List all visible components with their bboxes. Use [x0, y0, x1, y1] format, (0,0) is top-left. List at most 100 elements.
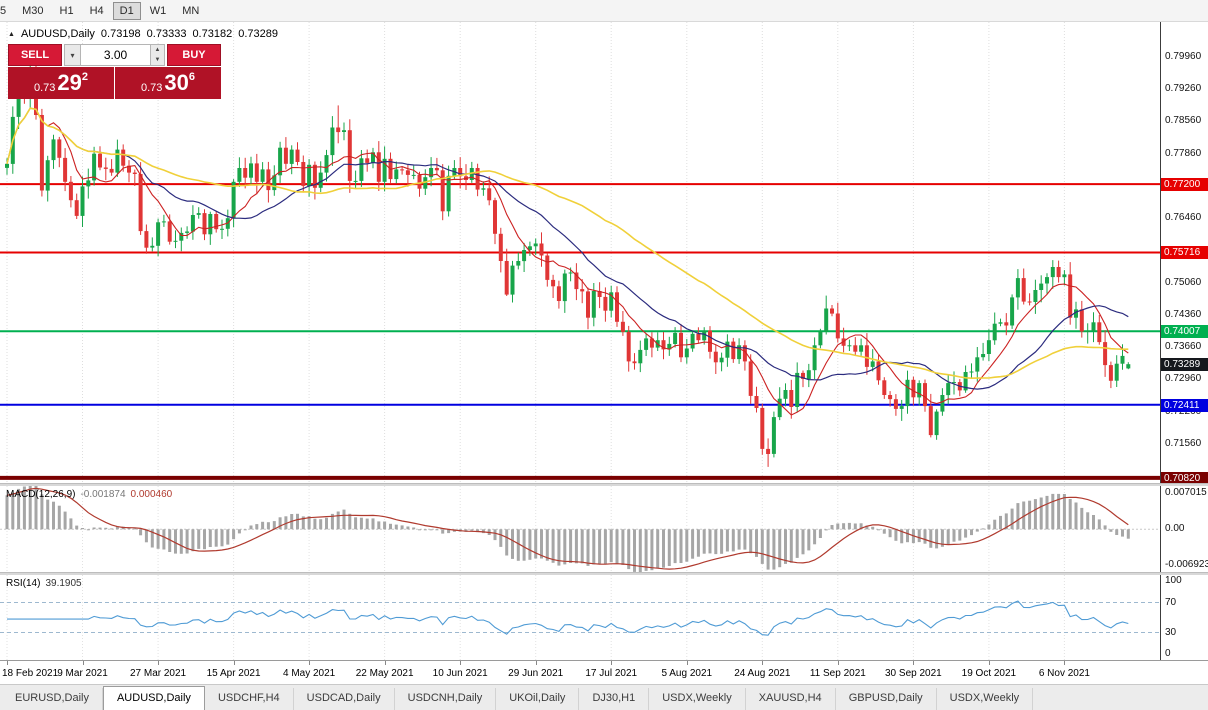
chart-tab-usdcad-daily[interactable]: USDCAD,Daily	[294, 688, 395, 710]
date-tick-mark	[762, 661, 764, 665]
macd-name: MACD(12,26,9)	[6, 489, 76, 500]
volume-dropdown-arrow-icon[interactable]: ▾	[64, 44, 81, 66]
price-axis-tick: 0.75060	[1165, 276, 1202, 288]
main-chart-pane: ▲ AUDUSD,Daily 0.73198 0.73333 0.73182 0…	[0, 22, 1208, 483]
sell-button[interactable]: SELL	[8, 44, 62, 66]
date-tick-mark	[309, 661, 311, 665]
price-axis-tick: 0.77860	[1165, 147, 1202, 159]
volume-down-icon[interactable]: ▼	[151, 55, 164, 65]
macd-value-main: -0.001874	[80, 489, 126, 500]
chart-tab-usdx-weekly[interactable]: USDX,Weekly	[937, 688, 1034, 710]
chart-tab-gbpusd-daily[interactable]: GBPUSD,Daily	[836, 688, 937, 710]
date-tick-mark	[611, 661, 613, 665]
chart-tab-usdchf-h4[interactable]: USDCHF,H4	[205, 688, 294, 710]
rsi-axis-tick: 30	[1165, 626, 1177, 638]
timeframe-button-MN[interactable]: MN	[175, 2, 206, 20]
macd-canvas[interactable]	[0, 486, 1160, 572]
chart-tab-eurusd-daily[interactable]: EURUSD,Daily	[2, 688, 103, 710]
macd-axis-tick: -0.006923	[1165, 559, 1208, 570]
date-axis-label: 24 Aug 2021	[734, 668, 791, 679]
macd-axis-tick: 0.007015	[1165, 487, 1207, 498]
volume-stepper: ▲ ▼	[151, 44, 165, 66]
price-axis-tick: 0.72960	[1165, 373, 1202, 385]
price-level-label: 0.75716	[1161, 246, 1208, 260]
macd-pane: MACD(12,26,9) -0.001874 0.000460 0.00701…	[0, 486, 1208, 572]
timeframe-toolbar: 5 M30 H1 H4 D1 W1 MN	[0, 0, 1208, 22]
date-axis-label: 9 Mar 2021	[57, 668, 108, 679]
date-axis-label: 18 Feb 2021	[2, 668, 59, 679]
date-axis-label: 30 Sep 2021	[885, 668, 942, 679]
date-axis-label: 27 Mar 2021	[129, 668, 187, 679]
main-chart-canvas[interactable]	[0, 22, 1160, 483]
date-axis[interactable]: 18 Feb 2021 9 Mar 2021 27 Mar 2021 15 Apr 2…	[0, 660, 1208, 684]
macd-axis[interactable]: 0.007015 0.00 -0.006923	[1160, 486, 1208, 572]
chart-tabs-bar: EURUSD,Daily AUDUSD,Daily USDCHF,H4 USDCAD,…	[0, 684, 1208, 710]
rsi-axis[interactable]: 100 70 30 0	[1160, 575, 1208, 660]
rsi-value: 39.1905	[45, 578, 82, 589]
timeframe-button-H1[interactable]: H1	[53, 2, 81, 20]
macd-value-signal: 0.000460	[130, 489, 173, 500]
date-tick-mark	[988, 661, 990, 665]
date-axis-label: 6 Nov 2021	[1038, 668, 1090, 679]
chart-tab-ukoil-daily[interactable]: UKOil,Daily	[496, 688, 580, 710]
current-price-label: 0.73289	[1161, 358, 1208, 372]
ohlc-low: 0.73182	[192, 28, 233, 40]
macd-axis-tick: 0.00	[1165, 523, 1185, 535]
timeframe-button-5[interactable]: 5	[0, 2, 13, 20]
volume-input[interactable]	[81, 44, 151, 66]
sell-price-prefix: 0.73	[33, 82, 56, 94]
rsi-pane: RSI(14) 39.1905 100 70 30 0	[0, 575, 1208, 660]
price-axis-tick: 0.79260	[1165, 83, 1202, 95]
sell-price-sup: 2	[81, 71, 89, 83]
timeframe-button-H4[interactable]: H4	[83, 2, 111, 20]
date-tick-mark	[460, 661, 462, 665]
price-axis-tick: 0.74360	[1165, 308, 1202, 320]
chart-tab-audusd-daily[interactable]: AUDUSD,Daily	[102, 686, 205, 710]
date-axis-label: 15 Apr 2021	[206, 668, 261, 679]
pane-splitter[interactable]	[0, 483, 1208, 486]
price-level-label: 0.74007	[1161, 325, 1208, 339]
price-axis-tick: 0.71560	[1165, 437, 1202, 449]
date-axis-label: 11 Sep 2021	[809, 668, 866, 679]
date-axis-label: 5 Aug 2021	[661, 668, 713, 679]
buy-price-display[interactable]: 0.73 30 6	[115, 67, 221, 99]
price-level-label: 0.72411	[1161, 398, 1208, 412]
ohlc-open: 0.73198	[100, 28, 141, 40]
date-axis-label: 4 May 2021	[282, 668, 336, 679]
price-level-label: 0.77200	[1161, 178, 1208, 192]
chart-tab-usdcnh-daily[interactable]: USDCNH,Daily	[395, 688, 497, 710]
chart-tab-dj30-h1[interactable]: DJ30,H1	[579, 688, 650, 710]
date-tick-mark	[913, 661, 915, 665]
timeframe-button-M30[interactable]: M30	[15, 2, 50, 20]
chart-tab-xauusd-h4[interactable]: XAUUSD,H4	[746, 688, 836, 710]
price-level-label: 0.70820	[1161, 471, 1208, 483]
buy-price-prefix: 0.73	[140, 82, 163, 94]
price-axis-tick: 0.79960	[1165, 51, 1202, 62]
date-tick-mark	[233, 661, 235, 665]
buy-price-sup: 6	[188, 71, 196, 83]
price-axis-tick: 0.73660	[1165, 341, 1202, 353]
date-tick-mark	[384, 661, 386, 665]
volume-up-icon[interactable]: ▲	[151, 45, 164, 55]
sell-price-display[interactable]: 0.73 29 2	[8, 67, 114, 99]
chart-symbol-ohlc: ▲ AUDUSD,Daily 0.73198 0.73333 0.73182 0…	[8, 28, 278, 40]
rsi-canvas[interactable]	[0, 575, 1160, 660]
buy-button[interactable]: BUY	[167, 44, 221, 66]
timeframe-button-D1[interactable]: D1	[112, 1, 141, 20]
rsi-axis-tick: 100	[1165, 575, 1182, 586]
pane-splitter[interactable]	[0, 572, 1208, 575]
ohlc-high: 0.73333	[146, 28, 187, 40]
sell-price-big: 29	[57, 70, 82, 95]
rsi-name: RSI(14)	[6, 578, 41, 589]
date-tick-mark	[7, 661, 8, 665]
rsi-axis-tick: 0	[1165, 648, 1171, 659]
timeframe-button-W1[interactable]: W1	[143, 2, 174, 20]
date-axis-label: 29 Jun 2021	[508, 668, 564, 679]
buy-price-big: 30	[164, 70, 189, 95]
macd-label: MACD(12,26,9) -0.001874 0.000460	[6, 489, 172, 500]
date-axis-label: 19 Oct 2021	[961, 668, 1017, 679]
chart-tab-usdx-weekly[interactable]: USDX,Weekly	[649, 688, 746, 710]
price-axis[interactable]: 0.79960 0.79260 0.78560 0.77860 0.76460 0.750…	[1160, 22, 1208, 483]
